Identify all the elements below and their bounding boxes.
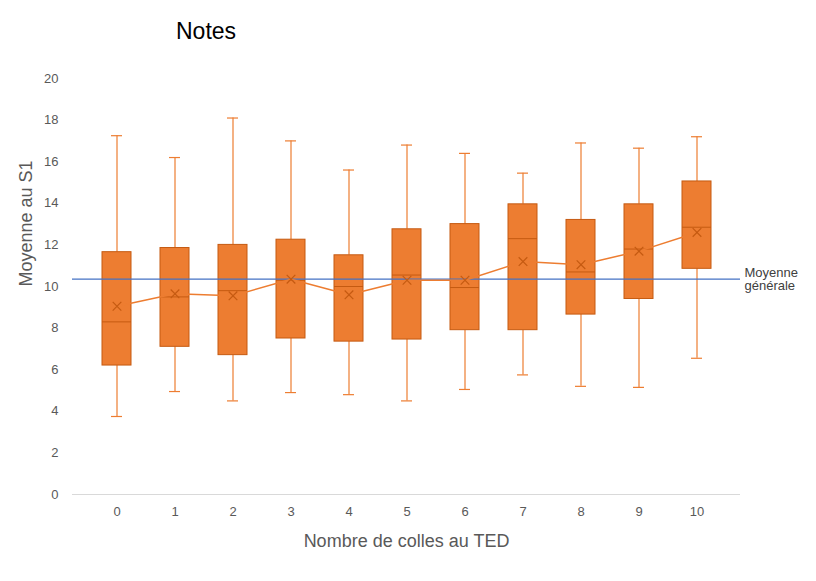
svg-text:2: 2: [229, 504, 236, 519]
svg-text:2: 2: [51, 445, 58, 460]
svg-text:16: 16: [44, 154, 58, 169]
svg-text:7: 7: [519, 504, 526, 519]
svg-text:9: 9: [635, 504, 642, 519]
html-text:Notes: Notes: [176, 18, 237, 44]
svg-text:4: 4: [345, 504, 352, 519]
svg-text:6: 6: [461, 504, 468, 519]
svg-text:8: 8: [51, 320, 58, 335]
svg-text:Nombre de colles au TED: Nombre de colles au TED: [304, 531, 510, 551]
svg-text:12: 12: [44, 237, 58, 252]
svg-text:18: 18: [44, 112, 58, 127]
svg-text:10: 10: [44, 279, 58, 294]
svg-text:0: 0: [113, 504, 120, 519]
svg-text:20: 20: [44, 71, 58, 86]
svg-text:8: 8: [577, 504, 584, 519]
svg-text:0: 0: [51, 487, 58, 502]
svg-text:6: 6: [51, 362, 58, 377]
svg-text:5: 5: [403, 504, 410, 519]
svg-text:10: 10: [690, 504, 704, 519]
svg-text:14: 14: [44, 195, 58, 210]
svg-text:Moyenne au S1: Moyenne au S1: [16, 160, 36, 286]
svg-text:1: 1: [171, 504, 178, 519]
svg-text:Moyennegénérale: Moyennegénérale: [745, 265, 798, 293]
svg-text:3: 3: [287, 504, 294, 519]
svg-text:4: 4: [51, 403, 58, 418]
